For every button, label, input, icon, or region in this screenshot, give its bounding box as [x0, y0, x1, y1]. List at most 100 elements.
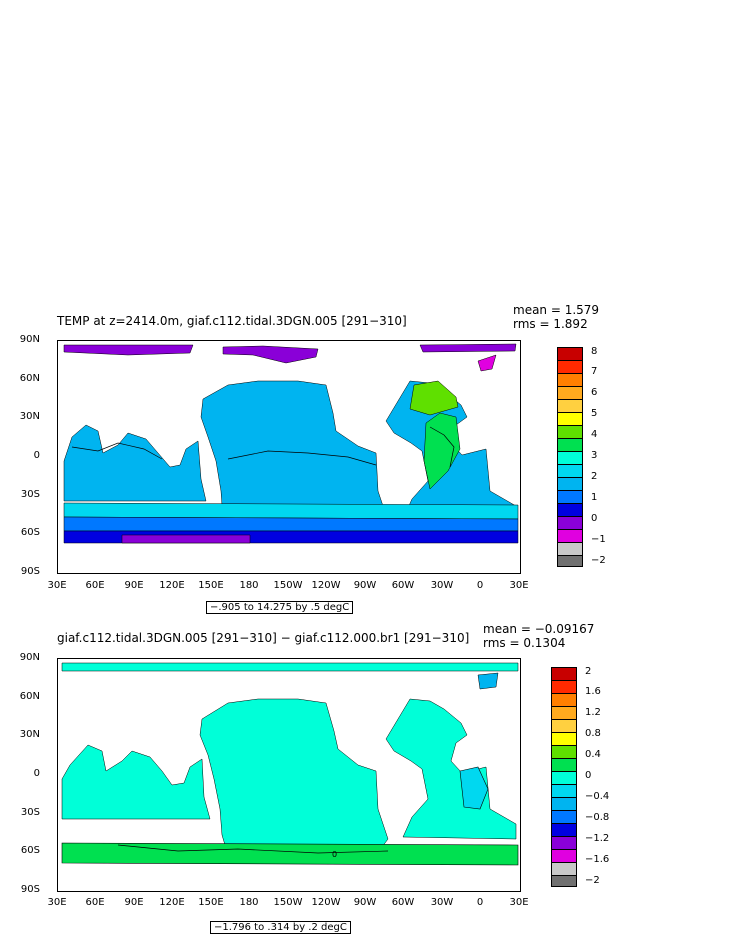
colorbar-label: 0.4 [585, 749, 601, 760]
colorbar-swatch [551, 732, 577, 746]
panel1-lon-label: 120E [159, 580, 185, 591]
panel1-lat-label: 30N [19, 411, 40, 422]
southern-band-1 [63, 502, 519, 520]
panel2-lon-label: 120E [159, 897, 185, 908]
arctic-region-1 [63, 344, 194, 356]
contour-line-1 [71, 442, 163, 460]
colorbar-swatch [551, 693, 577, 707]
colorbar-swatch [551, 810, 577, 824]
colorbar-label: 1.6 [585, 686, 601, 697]
panel2-lat-label: 60S [20, 845, 40, 856]
panel2-title: giaf.c112.tidal.3DGN.005 [291−310] − gia… [57, 631, 470, 645]
colorbar-label: 1.2 [585, 707, 601, 718]
panel2-lat-label: 30S [20, 807, 40, 818]
colorbar-swatch [557, 399, 583, 413]
panel2-lon-label: 60W [391, 897, 415, 908]
panel1-lon-label: 30E [509, 580, 529, 591]
north-atlantic-warm-region [409, 380, 459, 416]
panel1-lat-label: 0 [33, 450, 40, 461]
panel1-lon-label: 180 [239, 580, 259, 591]
colorbar-swatch [557, 503, 583, 517]
atlantic-ocean-region [385, 698, 517, 840]
colorbar-swatch [557, 347, 583, 361]
pacific-ocean-region [199, 698, 389, 856]
colorbar-swatch [551, 745, 577, 759]
panel2-colorbar: 2 1.6 1.2 0.8 0.4 0 −0.4 −0.8 −1.2 −1.6 … [551, 666, 631, 887]
colorbar-swatch [557, 386, 583, 400]
panel2-lon-label: 30W [430, 897, 454, 908]
panel2-lon-label: 150W [273, 897, 303, 908]
panel1-lon-label: 60W [391, 580, 415, 591]
colorbar-swatch [551, 849, 577, 863]
colorbar-label: −2 [585, 875, 600, 886]
colorbar-label: −1 [591, 534, 606, 545]
panel1-title: TEMP at z=2414.0m, giaf.c112.tidal.3DGN.… [57, 314, 407, 328]
panel2-lon-label: 60E [85, 897, 105, 908]
panel1-lat-label: 60N [19, 373, 40, 384]
colorbar-swatch [551, 680, 577, 694]
colorbar-swatch [551, 836, 577, 850]
colorbar-label: 3 [591, 450, 598, 461]
panel2-lat-label: 90S [20, 884, 40, 895]
panel2-lon-label: 150E [198, 897, 224, 908]
southern-band-4 [121, 534, 251, 544]
panel1-lat-label: 60S [20, 527, 40, 538]
panel2-map-svg: 0 [61, 662, 519, 866]
colorbar-label: 2 [591, 471, 598, 482]
panel2-lat-label: 30N [19, 729, 40, 740]
panel1-lat-label: 30S [20, 489, 40, 500]
colorbar-swatch [557, 529, 583, 543]
colorbar-label: −0.4 [585, 791, 610, 802]
contour-line-3 [429, 426, 455, 468]
panel1-colorbar: 8 7 6 5 4 3 2 1 0 −1 −2 [557, 346, 637, 567]
panel2-lon-label: 90E [124, 897, 144, 908]
colorbar-label: 8 [591, 346, 598, 357]
colorbar-swatch [557, 425, 583, 439]
panel1-range-label: −.905 to 14.275 by .5 degC [206, 601, 354, 614]
colorbar-label: −0.8 [585, 812, 610, 823]
panel2-lon-label: 30E [509, 897, 529, 908]
panel1-lon-label: 150E [198, 580, 224, 591]
panel1-lon-label: 0 [476, 580, 484, 591]
colorbar-swatch [557, 360, 583, 374]
colorbar-swatch [557, 516, 583, 530]
indian-ocean-region [63, 424, 207, 502]
colorbar-label: 2 [585, 666, 592, 677]
colorbar-label: 6 [591, 387, 598, 398]
colorbar-swatch [557, 451, 583, 465]
colorbar-label: 0 [585, 770, 592, 781]
arctic-blue-region [477, 672, 499, 690]
colorbar-label: 0.8 [585, 728, 601, 739]
indian-ocean-region [61, 744, 211, 820]
panel1-lat-label: 90S [20, 566, 40, 577]
panel1-lon-label: 90W [353, 580, 377, 591]
contour-value-label: 0 [332, 850, 337, 859]
colorbar-swatch [557, 373, 583, 387]
panel2-map: 0 [57, 658, 521, 892]
panel1-mean: mean = 1.579 [513, 303, 600, 317]
colorbar-swatch [551, 823, 577, 837]
colorbar-label: 4 [591, 429, 598, 440]
panel1-lon-label: 90E [124, 580, 144, 591]
panel2-lon-label: 120W [311, 897, 341, 908]
panel2-range-label: −1.796 to .314 by .2 degC [210, 921, 351, 934]
panel1-lon-label: 30E [47, 580, 67, 591]
colorbar-swatch [551, 862, 577, 876]
colorbar-swatch [557, 438, 583, 452]
colorbar-swatch [551, 875, 577, 887]
colorbar-label: 0 [591, 513, 598, 524]
arctic-region [61, 662, 519, 672]
pacific-ocean-region [200, 380, 389, 542]
colorbar-label: 5 [591, 408, 598, 419]
colorbar-label: −2 [591, 555, 606, 566]
atlantic-warm-tongue [423, 412, 461, 490]
arctic-region-3 [419, 343, 517, 353]
panel1-rms: rms = 1.892 [513, 317, 588, 331]
panel1-map [57, 340, 521, 574]
colorbar-swatch [551, 758, 577, 772]
colorbar-label: −1.6 [585, 854, 610, 865]
panel2-lon-label: 30E [47, 897, 67, 908]
colorbar-swatch [557, 542, 583, 556]
panel2-lon-label: 90W [353, 897, 377, 908]
